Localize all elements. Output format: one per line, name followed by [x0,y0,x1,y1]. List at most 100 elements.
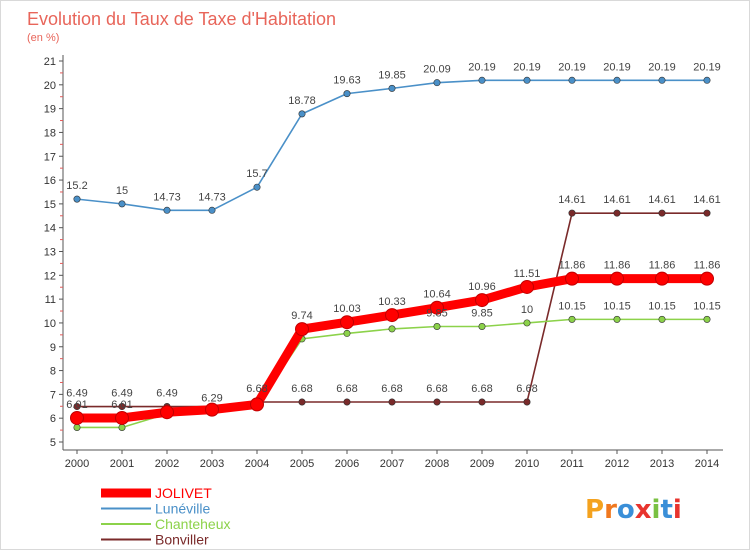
data-label: 14.73 [198,191,226,203]
series-lunéville [73,76,711,214]
data-point [430,300,444,315]
data-label: 19.63 [333,75,361,87]
data-point [703,209,711,217]
y-tick-label: 16 [44,175,56,187]
data-point [205,402,219,417]
data-point [73,403,81,411]
legend-label: Lunéville [155,501,210,517]
data-point [523,398,531,406]
data-point [565,271,579,286]
data-label: 11.86 [649,260,676,272]
data-point [658,315,666,323]
series-bonviller [73,209,711,411]
logo-text: Proxiti [585,495,682,525]
data-label: 10.15 [693,300,721,312]
legend-item: Chanteheux [101,516,231,532]
data-point [250,397,264,412]
y-tick-label: 9 [50,342,56,354]
y-tick-label: 11 [45,294,56,306]
x-tick-label: 2001 [110,458,134,470]
data-label: 10.96 [468,281,496,293]
data-point [295,322,309,337]
x-tick-label: 2013 [650,458,674,470]
data-label: 18.78 [288,95,316,107]
data-label: 14.61 [693,194,721,206]
data-point [568,76,576,84]
data-label: 10.33 [378,296,406,308]
y-tick-label: 20 [44,80,56,92]
data-label: 20.19 [513,61,541,73]
x-tick-label: 2009 [470,458,494,470]
x-tick-label: 2003 [200,458,224,470]
logo-letter: r [604,495,617,525]
data-label: 10.15 [558,300,586,312]
chart-title: Evolution du Taux de Taxe d'Habitation [27,9,336,29]
data-label: 6.68 [336,383,357,395]
data-point [388,84,396,92]
y-tick-label: 5 [50,437,56,449]
y-tick-label: 8 [50,366,56,378]
data-label: 11.51 [514,268,541,280]
data-label: 14.61 [603,194,631,206]
data-point [163,206,171,214]
data-label: 10.64 [423,289,451,301]
data-label: 6.68 [471,383,492,395]
data-label: 11.86 [604,260,631,272]
data-label: 11.86 [559,260,586,272]
data-point [73,423,81,431]
data-label: 6.01 [66,399,87,411]
data-point [520,279,534,294]
x-tick-label: 2014 [695,458,719,470]
data-point [340,315,354,330]
legend-item: JOLIVET [101,485,212,501]
data-point [433,79,441,87]
logo-letter: i [673,495,682,525]
data-point [160,405,174,420]
data-point [523,76,531,84]
legend-label: Bonviller [155,532,209,548]
data-label: 6.68 [291,383,312,395]
data-label: 14.73 [153,191,181,203]
data-point [118,200,126,208]
series-layer [70,76,714,431]
data-point [568,315,576,323]
data-label: 10.15 [648,300,676,312]
y-tick-label: 6 [50,413,56,425]
logo-letter: x [635,495,652,525]
data-label: 6.49 [156,388,177,400]
data-label: 15.7 [246,168,267,180]
y-tick-label: 10 [44,318,56,330]
legend-item: Lunéville [101,501,210,517]
legend-label: Chanteheux [155,516,231,532]
data-point [118,403,126,411]
data-label: 20.19 [558,61,586,73]
series-jolivet [70,271,714,425]
y-tick-label: 7 [50,389,56,401]
logo-letter: t [660,495,672,525]
data-point [475,293,489,308]
data-label: 20.19 [693,61,721,73]
data-point [523,319,531,327]
x-tick-label: 2004 [245,458,269,470]
data-point [208,206,216,214]
data-label: 6.29 [201,392,222,404]
data-label: 10.03 [333,303,361,315]
data-label: 6.49 [111,388,132,400]
legend-item: Bonviller [101,532,209,548]
y-tick-label: 15 [44,199,56,211]
data-point [433,398,441,406]
x-tick-label: 2000 [65,458,89,470]
x-tick-label: 2006 [335,458,359,470]
data-point [610,271,624,286]
data-label: 6.68 [516,383,537,395]
data-point [478,398,486,406]
data-point [703,76,711,84]
data-point [385,308,399,323]
axes: 5 6 7 8 9 10 11 12 13 14 15 16 17 18 19 20 21 2000 2001 200… [44,55,723,470]
logo-letter: o [617,495,635,525]
x-tick-label: 2007 [380,458,404,470]
x-tick-label: 2005 [290,458,314,470]
